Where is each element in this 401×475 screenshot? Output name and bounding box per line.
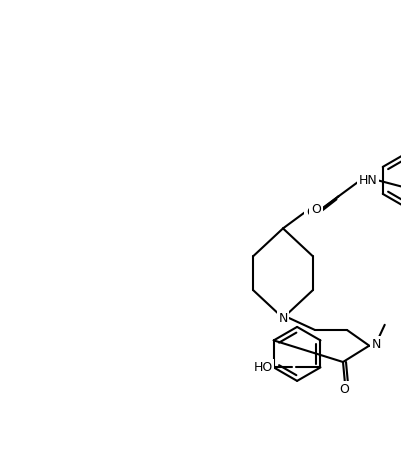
- Text: N: N: [372, 338, 381, 351]
- Text: O: O: [311, 203, 321, 216]
- Text: O: O: [306, 206, 316, 219]
- Text: N: N: [278, 312, 288, 324]
- Text: HN: HN: [359, 174, 377, 187]
- Text: O: O: [339, 383, 349, 396]
- Text: HO: HO: [253, 361, 273, 374]
